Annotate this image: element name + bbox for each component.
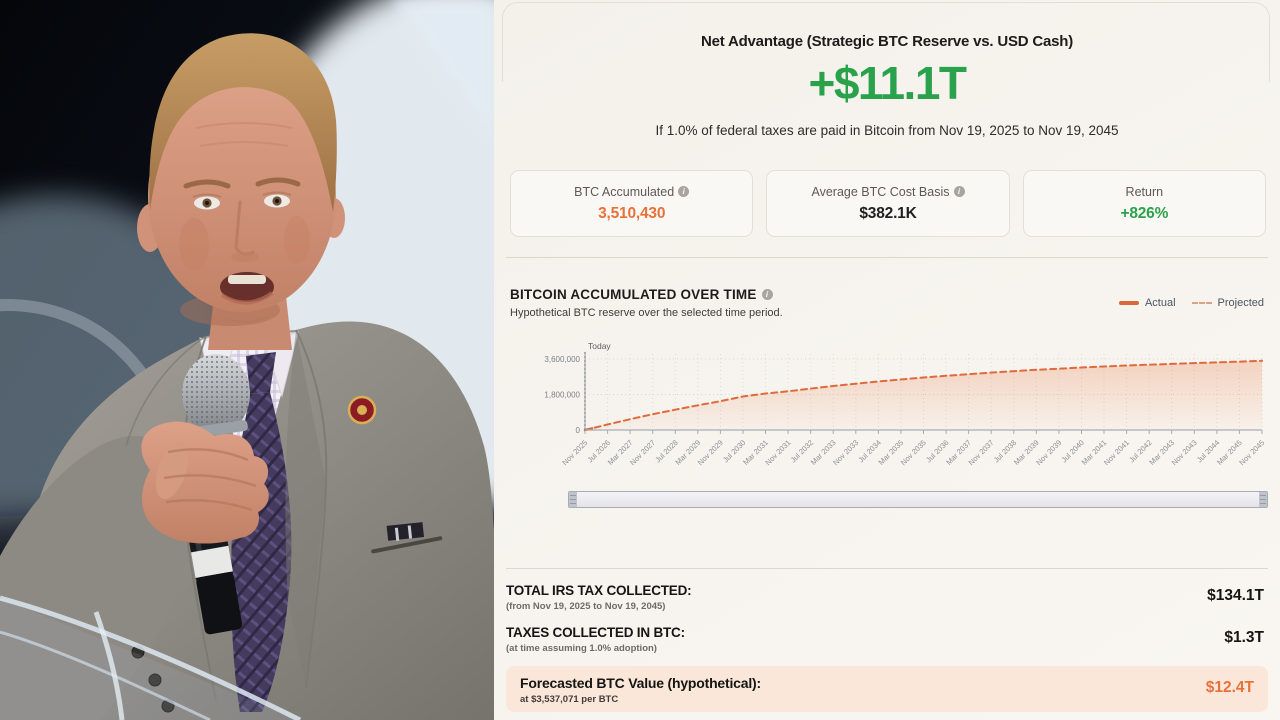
net-advantage-value: +$11.1T bbox=[808, 57, 967, 109]
net-advantage-subtitle: If 1.0% of federal taxes are paid in Bit… bbox=[655, 123, 1119, 138]
breast-pocket bbox=[371, 522, 443, 554]
eyebrow-right bbox=[255, 177, 301, 187]
stat-label-text: Return bbox=[1125, 184, 1164, 199]
divider bbox=[506, 568, 1268, 569]
stat-label-text: BTC Accumulated bbox=[574, 184, 675, 199]
stat-label: BTC Accumulated i bbox=[574, 184, 690, 199]
hand bbox=[141, 421, 269, 544]
microphone-band bbox=[190, 545, 233, 578]
divider bbox=[506, 257, 1268, 258]
lapel-right bbox=[295, 329, 328, 689]
info-icon[interactable]: i bbox=[761, 289, 773, 300]
hair bbox=[149, 33, 337, 212]
total-irs-tax-row: TOTAL IRS TAX COLLECTED: (from Nov 19, 2… bbox=[506, 583, 1268, 612]
chart-section-title: BITCOIN ACCUMULATED OVER TIME bbox=[510, 287, 757, 302]
stat-value: $382.1K bbox=[859, 204, 917, 222]
svg-text:3,600,000: 3,600,000 bbox=[544, 355, 580, 364]
chart-section-subtitle: Hypothetical BTC reserve over the select… bbox=[510, 307, 783, 319]
total-value: $1.3T bbox=[1224, 629, 1264, 646]
chart-legend: Actual Projected bbox=[1118, 297, 1264, 309]
actual-swatch-icon bbox=[1118, 301, 1139, 305]
total-sublabel: (from Nov 19, 2025 to Nov 19, 2045) bbox=[506, 601, 666, 612]
stat-card-return: Return +826% bbox=[1022, 170, 1266, 237]
chart-range-scrollbar[interactable] bbox=[568, 491, 1268, 508]
eyebrow-left bbox=[183, 179, 231, 189]
taxes-in-btc-row: TAXES COLLECTED IN BTC: (at time assumin… bbox=[506, 625, 1268, 654]
total-label: TOTAL IRS TAX COLLECTED: bbox=[506, 583, 692, 598]
svg-text:Nov 2025: Nov 2025 bbox=[560, 438, 589, 467]
btc-calculator-panel: Net Advantage (Strategic BTC Reserve vs.… bbox=[494, 0, 1280, 720]
btc-accumulation-chart[interactable]: Nov 2025 Jul 2026 Mar 2027 Nov 2027 Jul 2028… bbox=[494, 340, 1280, 490]
legend-actual: Actual bbox=[1118, 297, 1176, 309]
projected-swatch-icon bbox=[1191, 302, 1212, 304]
stat-card-avg-cost-basis: Average BTC Cost Basis i $382.1K bbox=[766, 170, 1010, 237]
speaker-photo bbox=[0, 0, 494, 720]
tie-knot bbox=[246, 352, 276, 394]
total-sublabel: at $3,537,071 per BTC bbox=[520, 694, 619, 705]
speaker-photo-illustration bbox=[0, 0, 494, 720]
svg-text:0: 0 bbox=[576, 426, 581, 435]
acrylic-podium bbox=[0, 595, 302, 720]
scrollbar-right-handle[interactable] bbox=[1259, 492, 1267, 507]
info-icon[interactable]: i bbox=[953, 186, 965, 197]
total-value: $12.4T bbox=[1205, 679, 1254, 696]
total-value: $134.1T bbox=[1207, 587, 1264, 604]
stat-value: +826% bbox=[1120, 204, 1169, 222]
stat-label: Average BTC Cost Basis i bbox=[811, 184, 965, 199]
stat-value: 3,510,430 bbox=[598, 204, 666, 222]
info-icon[interactable]: i bbox=[678, 186, 690, 197]
face bbox=[148, 80, 336, 312]
legend-label: Actual bbox=[1144, 297, 1176, 309]
forecasted-btc-value-row: Forecasted BTC Value (hypothetical): at … bbox=[506, 666, 1268, 712]
stats-row: BTC Accumulated i 3,510,430 Average BTC … bbox=[510, 170, 1266, 237]
net-advantage-title: Net Advantage (Strategic BTC Reserve vs.… bbox=[700, 33, 1074, 50]
stat-label-text: Average BTC Cost Basis bbox=[811, 184, 950, 199]
total-label: TAXES COLLECTED IN BTC: bbox=[506, 625, 685, 640]
svg-text:1,800,000: 1,800,000 bbox=[544, 391, 580, 400]
svg-text:Today: Today bbox=[588, 341, 611, 351]
legend-label: Projected bbox=[1217, 297, 1264, 309]
stat-label: Return bbox=[1126, 185, 1164, 199]
total-label: Forecasted BTC Value (hypothetical): bbox=[520, 675, 761, 691]
scrollbar-left-handle[interactable] bbox=[569, 492, 577, 507]
legend-projected: Projected bbox=[1191, 297, 1264, 309]
stat-card-btc-accumulated: BTC Accumulated i 3,510,430 bbox=[510, 170, 754, 237]
total-sublabel: (at time assuming 1.0% adoption) bbox=[506, 643, 657, 654]
